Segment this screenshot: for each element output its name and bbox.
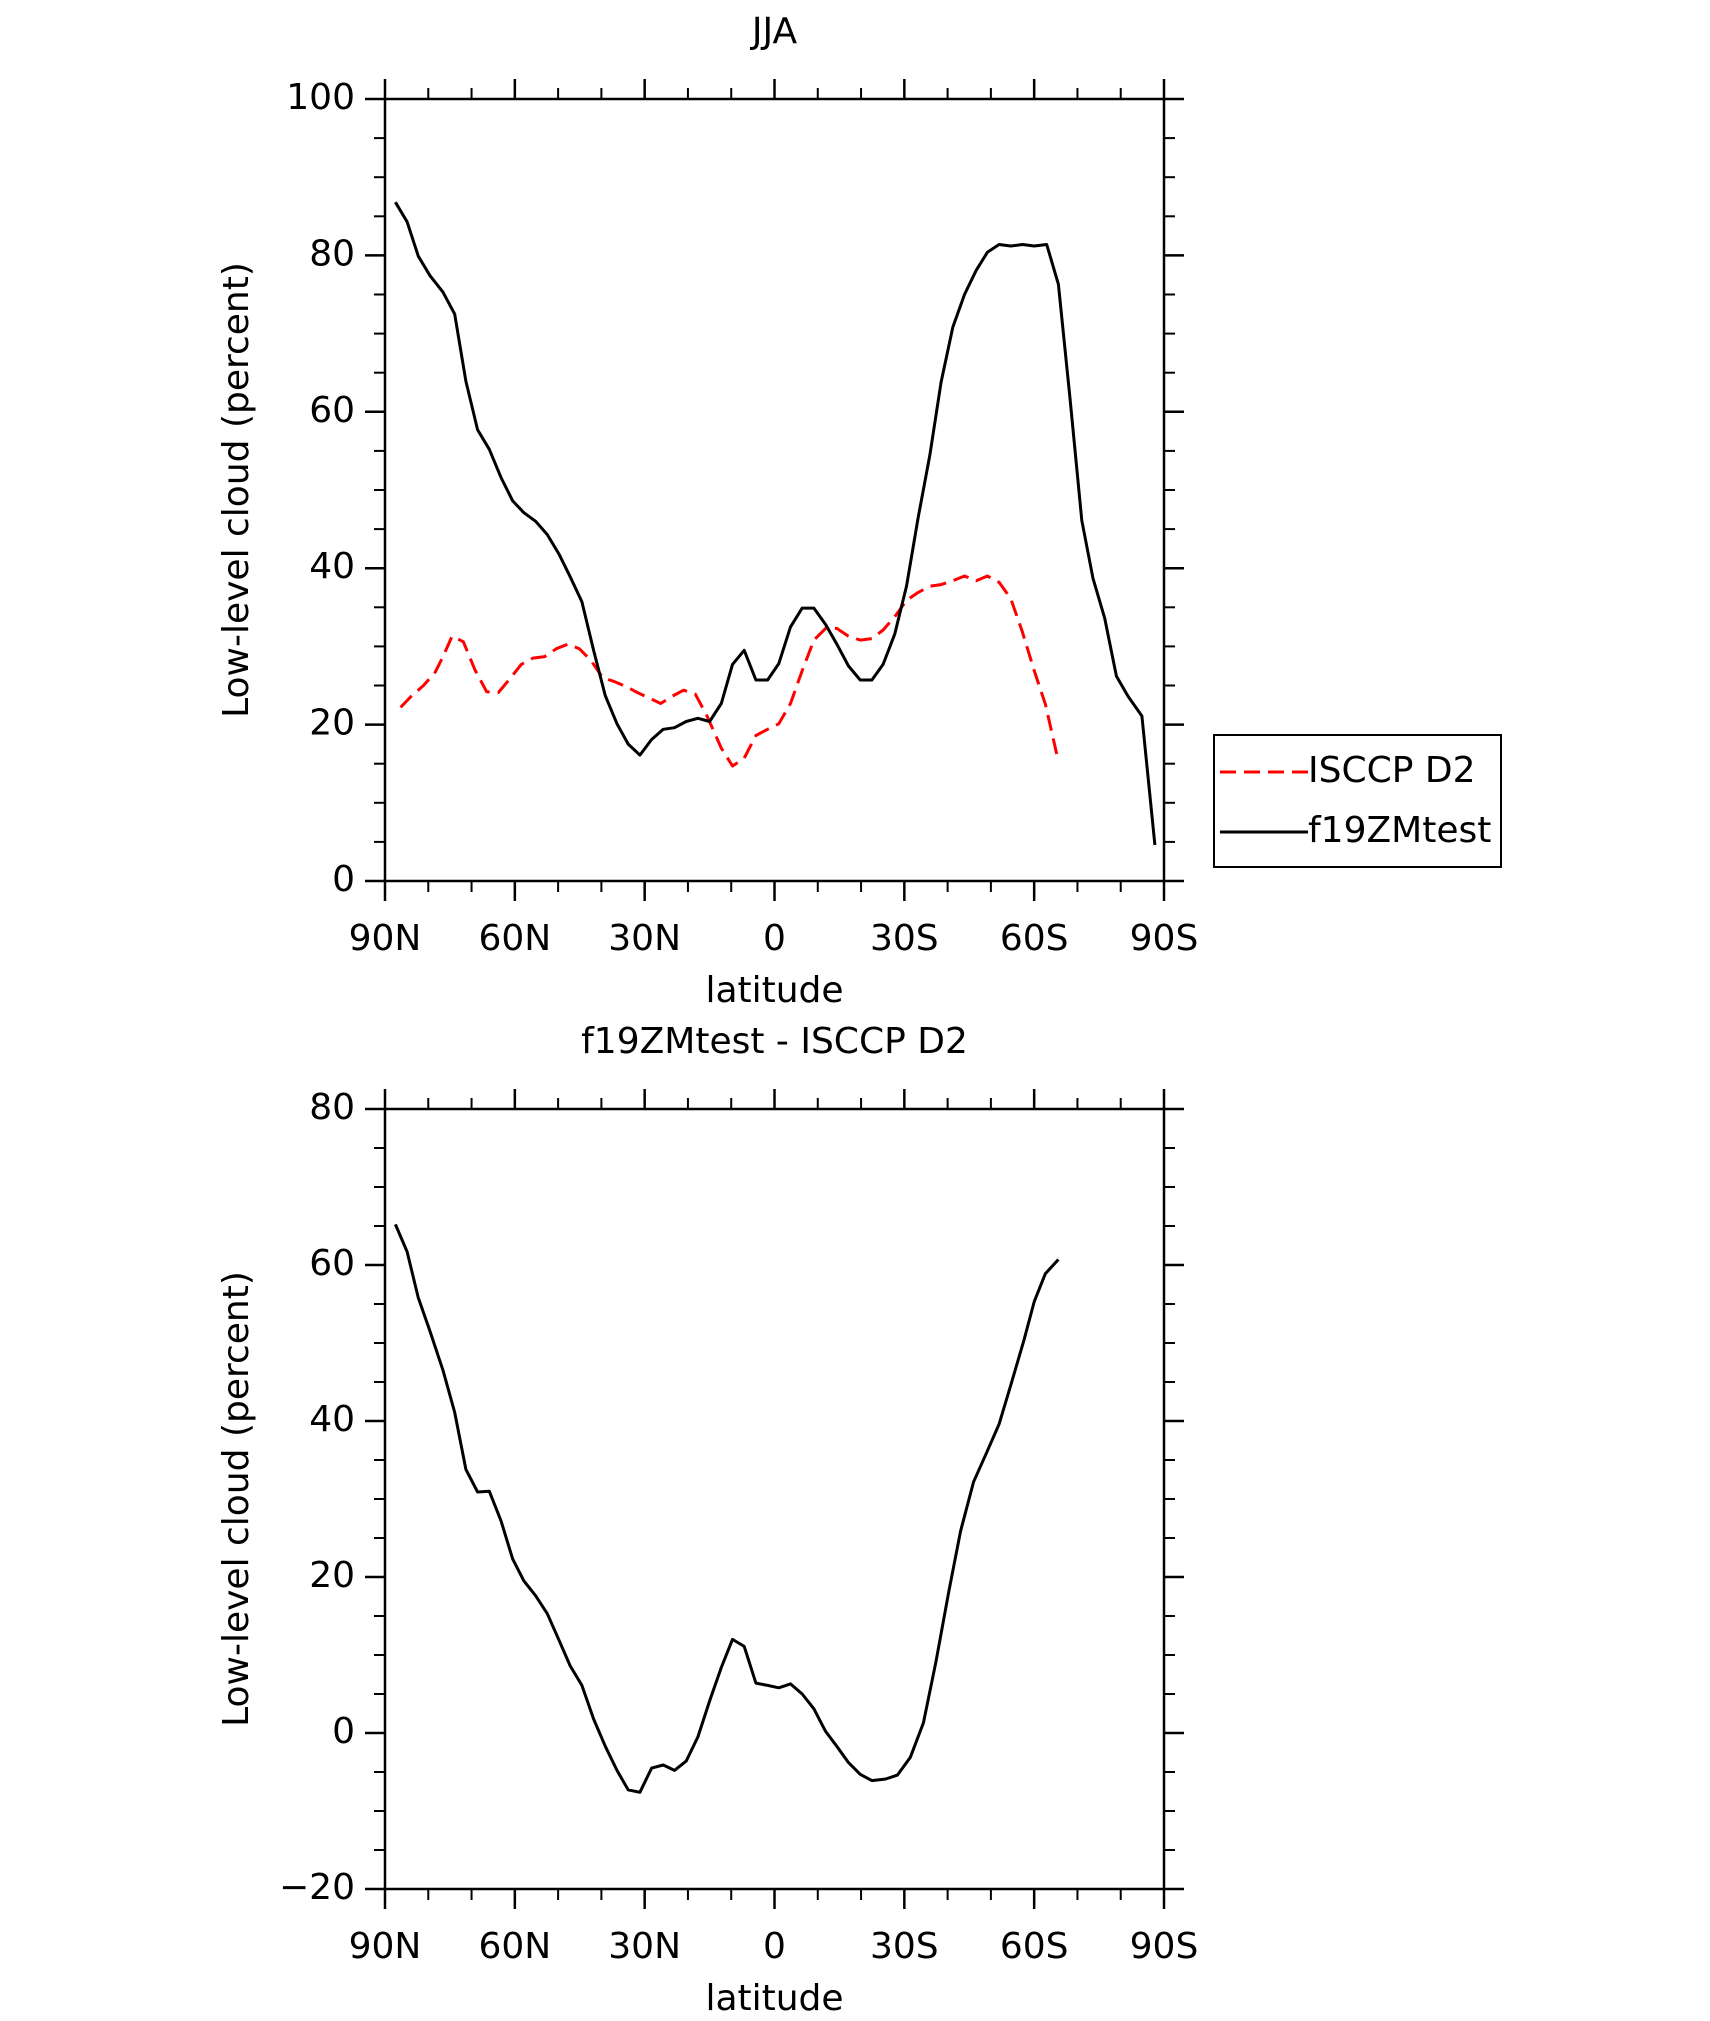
- y-axis-label: Low-level cloud (percent): [216, 262, 257, 718]
- data-line: [394, 201, 1157, 846]
- chart-title: JJA: [750, 11, 798, 52]
- y-tick-label: 20: [309, 1555, 355, 1596]
- y-tick-label: 0: [332, 1711, 355, 1752]
- legend-label: ISCCP D2: [1308, 750, 1476, 791]
- x-tick-label: 30S: [870, 1926, 939, 1967]
- x-tick-label: 0: [763, 918, 786, 959]
- legend-box: [1213, 734, 1502, 868]
- x-tick-label: 0: [763, 1926, 786, 1967]
- x-tick-label: 30N: [608, 918, 681, 959]
- y-tick-label: 40: [309, 1399, 355, 1440]
- plot-frame: [383, 1107, 1166, 1891]
- y-tick-label: 80: [309, 233, 355, 274]
- x-tick-label: 60N: [478, 918, 551, 959]
- x-tick-label: 90N: [349, 918, 422, 959]
- x-tick-label: 60S: [1000, 918, 1069, 959]
- x-tick-label: 30N: [608, 1926, 681, 1967]
- x-tick-label: 30S: [870, 918, 939, 959]
- x-tick-label: 60S: [1000, 1926, 1069, 1967]
- y-tick-label: 60: [309, 1243, 355, 1284]
- chart-title: f19ZMtest - ISCCP D2: [581, 1021, 968, 1062]
- x-tick-label: 90N: [349, 1926, 422, 1967]
- y-tick-label: 20: [309, 703, 355, 744]
- y-tick-label: 80: [309, 1087, 355, 1128]
- x-axis-label: latitude: [705, 1978, 843, 2019]
- y-axis-label: Low-level cloud (percent): [216, 1271, 257, 1727]
- x-tick-label: 60N: [478, 1926, 551, 1967]
- legend-label: f19ZMtest: [1308, 810, 1491, 851]
- y-tick-label: −20: [279, 1867, 355, 1908]
- y-tick-label: 0: [332, 859, 355, 900]
- x-tick-label: 90S: [1130, 918, 1199, 959]
- data-line: [394, 1223, 1060, 1794]
- x-tick-label: 90S: [1130, 1926, 1199, 1967]
- y-tick-label: 60: [309, 390, 355, 431]
- plot-frame: [383, 97, 1166, 883]
- y-tick-label: 40: [309, 546, 355, 587]
- y-tick-label: 100: [286, 77, 355, 118]
- x-axis-label: latitude: [705, 970, 843, 1011]
- data-line: [399, 574, 1060, 768]
